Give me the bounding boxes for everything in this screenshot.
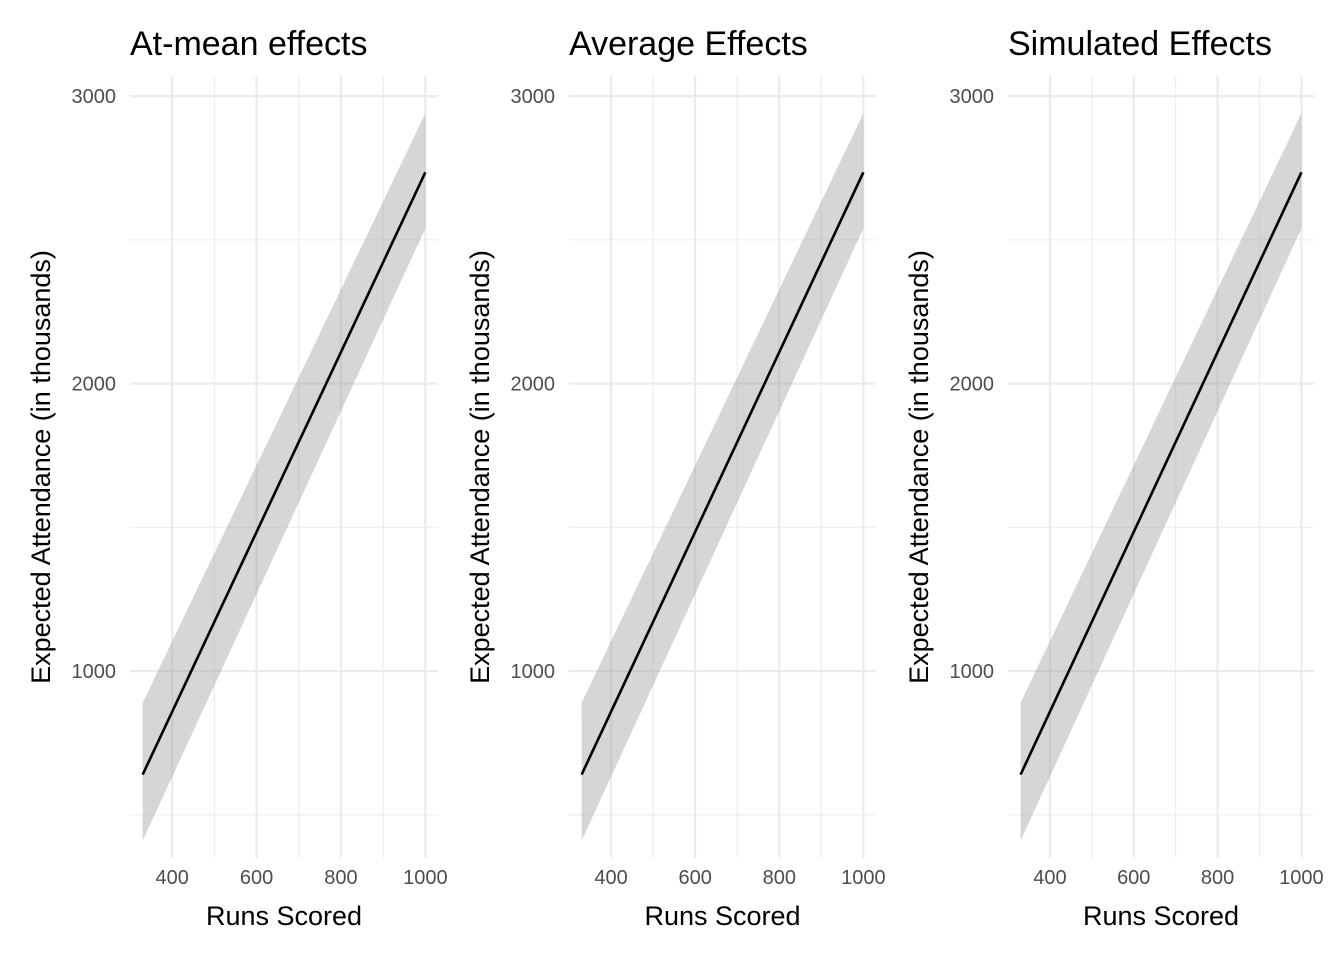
chart-panel-3: 400 600 800 1000 1000 2000 3000 Simulated Effec… xyxy=(904,25,1324,931)
x-axis-title: Runs Scored xyxy=(206,901,362,931)
y-tick-label: 1000 xyxy=(72,661,117,683)
fitted-line xyxy=(1019,171,1303,776)
y-tick-label: 1000 xyxy=(950,661,995,683)
x-tick-label: 400 xyxy=(1033,867,1066,889)
x-tick-label: 1000 xyxy=(841,867,886,889)
x-tick-label: 600 xyxy=(1117,867,1150,889)
y-tick-label: 3000 xyxy=(511,86,556,108)
x-tick-label: 600 xyxy=(678,867,711,889)
y-tick-label: 1000 xyxy=(511,661,556,683)
y-tick-label: 3000 xyxy=(72,86,117,108)
x-tick-label: 400 xyxy=(156,867,189,889)
x-tick-label: 800 xyxy=(324,867,357,889)
panel-title: At-mean effects xyxy=(130,25,368,63)
x-tick-label: 800 xyxy=(763,867,796,889)
fitted-line xyxy=(580,171,865,776)
panel-title: Simulated Effects xyxy=(1008,25,1272,63)
x-tick-label: 1000 xyxy=(1279,867,1324,889)
confidence-band xyxy=(581,113,864,841)
fitted-line xyxy=(141,171,427,776)
x-axis-title: Runs Scored xyxy=(1083,901,1239,931)
x-tick-label: 600 xyxy=(240,867,273,889)
x-tick-label: 1000 xyxy=(403,867,448,889)
panel-title: Average Effects xyxy=(569,25,808,63)
y-tick-label: 3000 xyxy=(950,86,995,108)
y-axis-title: Expected Attendance (in thousands) xyxy=(26,250,56,684)
x-tick-label: 800 xyxy=(1201,867,1234,889)
y-tick-label: 2000 xyxy=(511,374,556,396)
x-tick-label: 400 xyxy=(594,867,627,889)
confidence-band xyxy=(142,113,426,841)
x-axis-title: Runs Scored xyxy=(644,901,800,931)
y-axis-title: Expected Attendance (in thousands) xyxy=(904,250,934,684)
y-tick-label: 2000 xyxy=(72,374,117,396)
y-tick-label: 2000 xyxy=(950,374,995,396)
y-axis-title: Expected Attendance (in thousands) xyxy=(465,250,495,684)
chart-panel-2: 400 600 800 1000 1000 2000 3000 Average Effects… xyxy=(465,25,886,931)
chart-panel-1: 400 600 800 1000 1000 2000 3000 At-mean effects… xyxy=(26,25,448,931)
confidence-band xyxy=(1020,113,1302,841)
